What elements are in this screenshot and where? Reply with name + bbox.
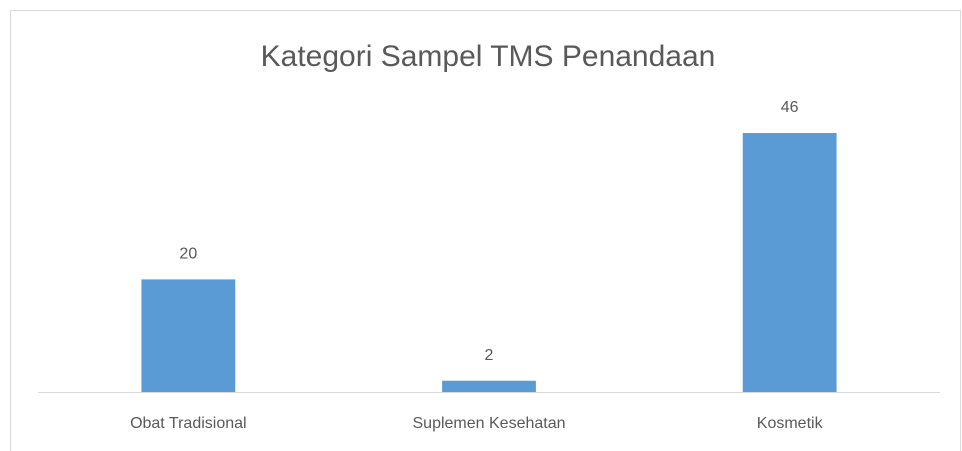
chart-title: Kategori Sampel TMS Penandaan [261,40,716,73]
data-label: 20 [179,246,197,263]
bar [742,133,837,392]
x-tick-label: Kosmetik [757,415,824,432]
data-label: 46 [781,99,799,116]
bar [141,279,236,392]
x-tick-label: Suplemen Kesehatan [413,415,566,432]
x-tick-label: Obat Tradisional [130,415,247,432]
bar [442,380,536,392]
data-label: 2 [485,347,494,364]
